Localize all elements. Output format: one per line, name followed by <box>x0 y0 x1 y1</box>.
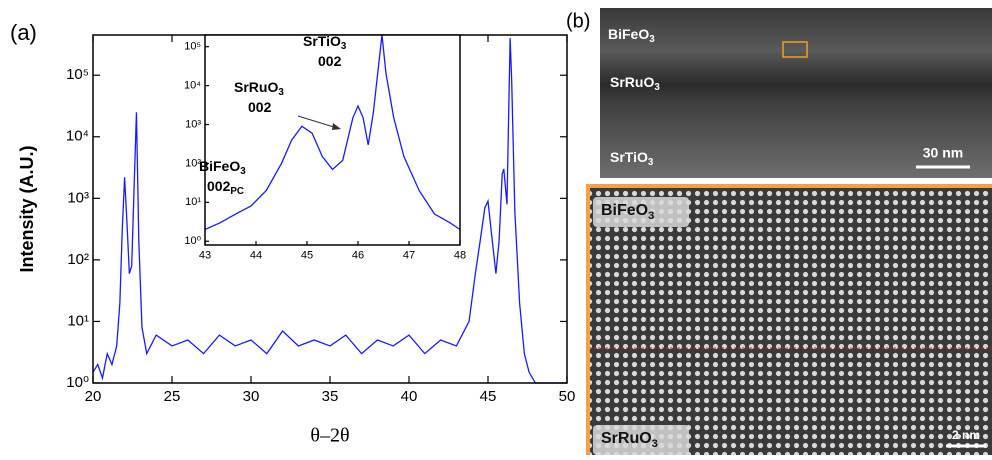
label: SrRuO3 <box>601 430 658 450</box>
label-sub: PC <box>230 186 244 197</box>
label-text: BiFeO <box>608 26 649 42</box>
label-sub: 3 <box>652 438 658 450</box>
inset-bg <box>205 35 460 245</box>
data-line <box>92 38 567 384</box>
x-tick-label: 47 <box>403 249 415 261</box>
label: SrRuO3 <box>234 79 284 98</box>
chart: 43 44 45 46 47 4810⁰10¹10²10³10⁴10⁵BiFeO3002P… <box>184 33 466 262</box>
label-sub: 3 <box>654 82 660 93</box>
label: 002 <box>318 53 342 69</box>
plot-frame <box>204 34 461 246</box>
label-sub: 3 <box>240 166 246 177</box>
label-text: 002 <box>318 53 342 69</box>
label-box <box>593 197 689 227</box>
tem-bottom: 2 nm <box>586 184 992 455</box>
y-tick-label: 10¹ <box>67 312 89 329</box>
annotation-arrow <box>297 115 338 129</box>
label-sub: 3 <box>278 87 284 98</box>
scale-label: 30 nm <box>923 145 963 161</box>
y-tick-label: 10² <box>185 157 201 169</box>
label: 002 <box>248 99 272 115</box>
region-box <box>782 41 808 58</box>
label-text: SrRuO <box>610 74 654 90</box>
label-text: BiFeO <box>601 202 648 219</box>
label-text: BiFeO <box>199 158 240 174</box>
tem-top: 30 nm <box>600 8 992 178</box>
label: BiFeO3 <box>601 202 654 222</box>
label-sub: 3 <box>648 210 654 222</box>
arrow-head <box>332 123 341 130</box>
y-tick-label: 10⁵ <box>66 66 89 83</box>
label-box <box>593 425 689 455</box>
x-axis-label: θ–2θ <box>310 425 349 447</box>
y-tick-label: 10⁵ <box>184 41 201 53</box>
y-axis-label: Intensity (A.U.) <box>17 145 37 272</box>
panel-label: (a) <box>10 20 37 45</box>
x-tick-label: 46 <box>352 249 364 261</box>
x-tick-label: 45 <box>301 249 313 261</box>
label-text: SrTiO <box>303 33 341 49</box>
scale-label: 2 nm <box>952 428 980 442</box>
label: SrRuO3 <box>610 74 660 93</box>
x-tick-label: 25 <box>164 388 181 405</box>
x-tick-label: 50 <box>559 388 576 405</box>
label: SrTiO3 <box>303 33 347 52</box>
label-text: SrRuO <box>234 79 278 95</box>
chart: 20 25 30 35 40 45 50 10⁰ 10¹ 10² 10³ 10⁴ 10⁵ θ–2θ Inte… <box>17 34 576 447</box>
label: BiFeO3 <box>608 26 655 45</box>
y-tick-label: 10³ <box>67 189 89 206</box>
y-tick-label: 10⁰ <box>184 235 201 247</box>
label: BiFeO3 <box>199 158 246 177</box>
y-tick-label: 10³ <box>185 118 201 130</box>
tem-image <box>590 188 992 455</box>
x-tick-label: 43 <box>199 249 211 261</box>
label-text: 002 <box>248 99 272 115</box>
label-sub: 3 <box>648 157 654 168</box>
label: SrTiO3 <box>610 149 654 168</box>
y-tick-label: 10¹ <box>185 196 201 208</box>
y-tick-label: 10⁰ <box>66 374 89 391</box>
tem-image <box>600 8 992 178</box>
x-tick-label: 40 <box>401 388 418 405</box>
x-tick-label: 30 <box>243 388 260 405</box>
y-tick-label: 10² <box>67 251 89 268</box>
x-tick-label: 35 <box>322 388 339 405</box>
x-tick-label: 48 <box>454 249 466 261</box>
x-tick-label: 20 <box>85 388 102 405</box>
x-tick-label: 45 <box>480 388 497 405</box>
panel-label: (b) <box>566 10 590 32</box>
label-sub: 3 <box>649 34 655 45</box>
data-line <box>204 34 461 231</box>
x-tick-label: 44 <box>250 249 262 261</box>
label-text: SrRuO <box>601 430 652 447</box>
label-text: SrTiO <box>610 149 648 165</box>
label: 002PC <box>207 178 244 197</box>
label-sub: 3 <box>341 41 347 52</box>
y-tick-label: 10⁴ <box>184 80 201 92</box>
y-tick-label: 10⁴ <box>66 128 89 145</box>
label-text: 002 <box>207 178 231 194</box>
